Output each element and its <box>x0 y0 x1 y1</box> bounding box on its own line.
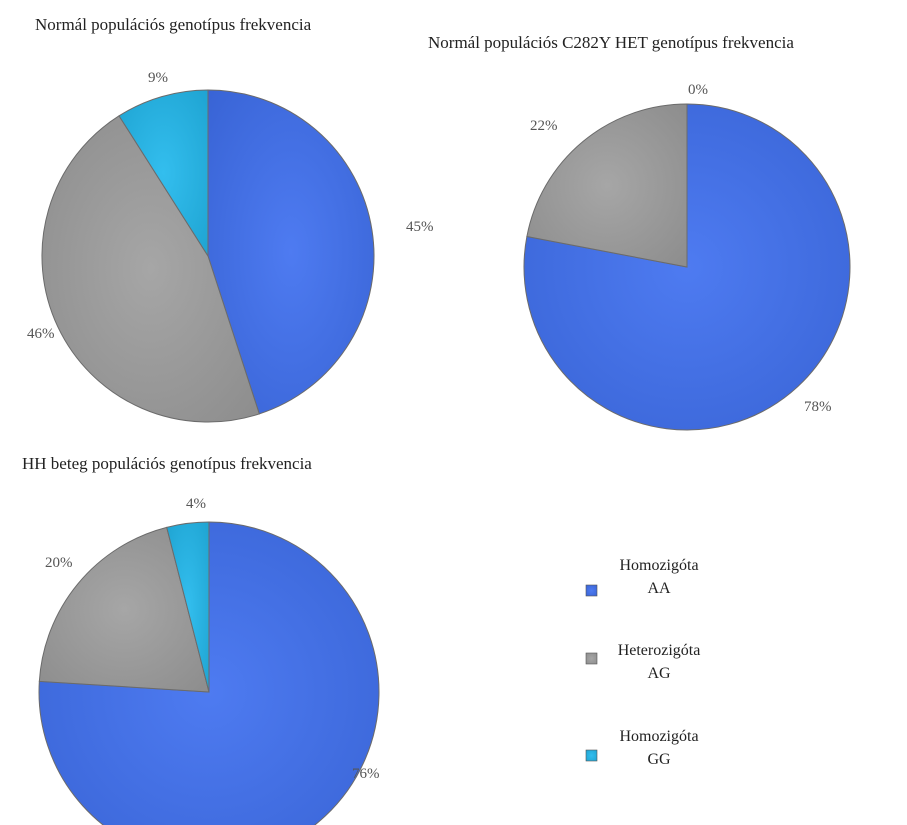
pie-chart-3: HH beteg populációs genotípus frekvencia… <box>22 454 380 825</box>
chart-3-title: HH beteg populációs genotípus frekvencia <box>22 454 312 473</box>
chart-3-slice-ag <box>38 526 210 693</box>
legend-label-ag-line1: Heterozigóta <box>618 642 701 659</box>
legend-label-aa-line1: Homozigóta <box>619 557 698 574</box>
chart-1-data-label-aa: 45% <box>406 219 434 235</box>
chart-3-data-label-gg: 4% <box>186 496 206 512</box>
chart-3-slice-gg <box>166 521 210 693</box>
legend-swatch-gg <box>585 749 598 762</box>
chart-2-title: Normál populációs C282Y HET genotípus fr… <box>428 33 794 52</box>
chart-2-slice-ag <box>526 103 688 268</box>
chart-3-data-label-ag: 20% <box>45 555 73 571</box>
pie-chart-2: Normál populációs C282Y HET genotípus fr… <box>428 33 851 431</box>
pie-chart-1: Normál populációs genotípus frekvencia 4… <box>27 15 434 423</box>
chart-2-slices <box>523 103 851 431</box>
chart-2-data-label-aa: 78% <box>804 399 832 415</box>
chart-3-slices <box>38 521 380 825</box>
legend-label-aa-line2: AA <box>647 580 671 597</box>
chart-1-slice-aa <box>207 89 375 415</box>
chart-1-slices <box>41 89 375 423</box>
chart-1-data-label-gg: 9% <box>148 70 168 86</box>
legend: Homozigóta AA Heterozigóta AG Homozigóta… <box>585 557 701 768</box>
chart-1-slice-gg <box>118 89 209 258</box>
legend-swatch-ag <box>585 652 598 665</box>
chart-3-labels: 76% 20% 4% <box>45 496 380 782</box>
legend-label-gg-line1: Homozigóta <box>619 728 698 745</box>
chart-3-data-label-aa: 76% <box>352 766 380 782</box>
legend-entry-ag: Heterozigóta AG <box>585 642 701 682</box>
chart-1-labels: 45% 46% 9% <box>27 70 434 342</box>
legend-label-gg-line2: GG <box>647 751 671 768</box>
chart-2-slice-aa <box>523 103 851 431</box>
legend-label-ag-line2: AG <box>647 665 671 682</box>
chart-1-data-label-ag: 46% <box>27 326 55 342</box>
chart-1-title: Normál populációs genotípus frekvencia <box>35 15 312 34</box>
legend-entry-aa: Homozigóta AA <box>585 557 699 597</box>
legend-swatch-aa <box>585 584 598 597</box>
chart-2-data-label-gg: 0% <box>688 82 708 98</box>
chart-2-data-label-ag: 22% <box>530 118 558 134</box>
chart-2-labels: 78% 22% 0% <box>530 82 832 415</box>
chart-1-slice-ag <box>41 115 260 423</box>
chart-3-slice-aa <box>38 521 380 825</box>
legend-entry-gg: Homozigóta GG <box>585 728 699 768</box>
